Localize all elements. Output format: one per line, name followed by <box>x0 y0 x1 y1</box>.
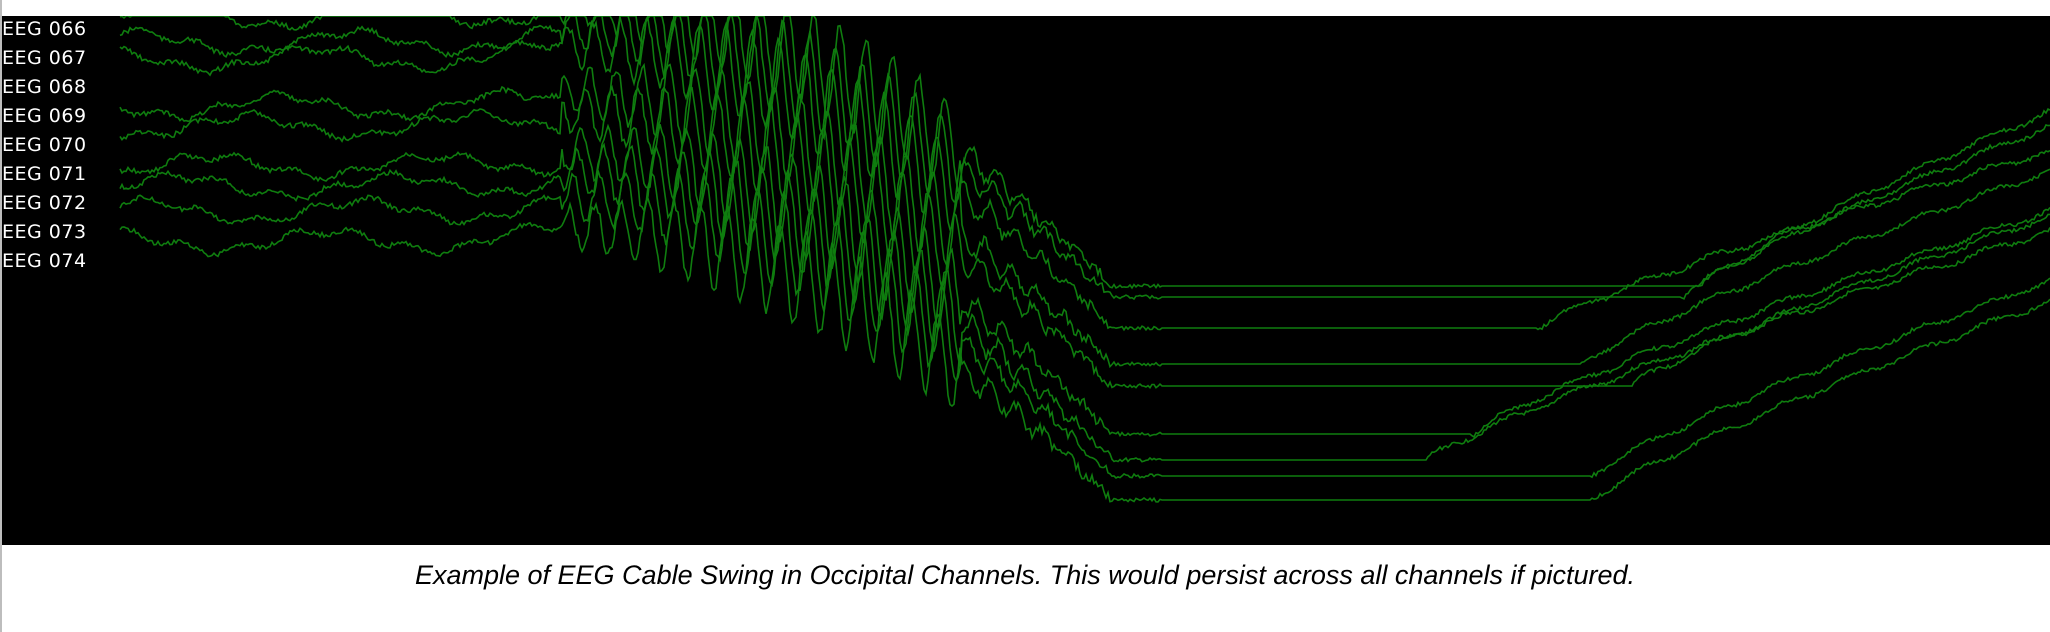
channel-label-072: EEG 072 <box>2 192 87 214</box>
channel-label-074: EEG 074 <box>2 250 87 272</box>
channel-label-070: EEG 070 <box>2 134 87 156</box>
left-border <box>0 0 2 632</box>
channel-label-073: EEG 073 <box>2 221 87 243</box>
channel-label-067: EEG 067 <box>2 47 87 69</box>
eeg-trace-71 <box>119 123 2050 439</box>
eeg-trace-panel: EEG 066 EEG 067 EEG 068 EEG 069 EEG 070 … <box>2 16 2050 545</box>
channel-labels: EEG 066 EEG 067 EEG 068 EEG 069 EEG 070 … <box>2 16 112 316</box>
channel-label-066: EEG 066 <box>2 18 87 40</box>
figure-caption: Example of EEG Cable Swing in Occipital … <box>414 560 1636 590</box>
channel-label-069: EEG 069 <box>2 105 87 127</box>
eeg-trace-70 <box>119 84 2050 389</box>
eeg-waveforms <box>119 16 2050 503</box>
eeg-trace-73 <box>119 168 2050 479</box>
channel-label-071: EEG 071 <box>2 163 87 185</box>
eeg-trace-67 <box>119 16 2050 301</box>
eeg-trace-69 <box>119 62 2050 369</box>
eeg-trace-74 <box>119 196 2050 503</box>
eeg-trace-68 <box>119 16 2050 332</box>
channel-label-068: EEG 068 <box>2 76 87 98</box>
eeg-trace-66 <box>119 16 2050 290</box>
eeg-trace-72 <box>119 142 2050 463</box>
